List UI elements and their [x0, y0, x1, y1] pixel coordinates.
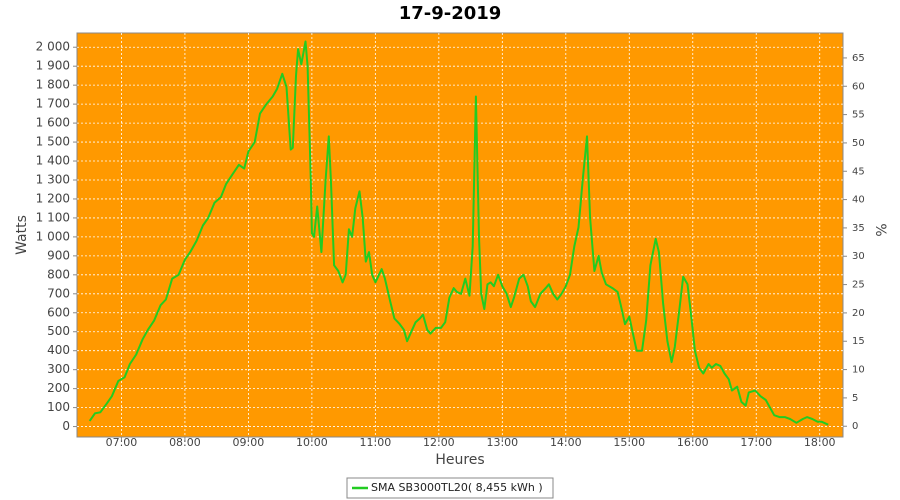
x-tick-label: 10:00: [296, 436, 328, 449]
y2-tick-label: 30: [852, 251, 865, 262]
y-tick-label: 900: [47, 248, 70, 262]
y2-axis-label: %: [872, 223, 888, 236]
plot-area: [76, 32, 844, 438]
y-tick-label: 1 000: [36, 229, 70, 243]
legend-label: SMA SB3000TL20( 8,455 kWh ): [371, 481, 543, 494]
y-tick-label: 1 900: [36, 59, 70, 73]
x-tick-label: 13:00: [486, 436, 518, 449]
y-tick-label: 2 000: [36, 40, 70, 54]
y-tick-label: 700: [47, 286, 70, 300]
y-tick-label: 300: [47, 362, 70, 376]
x-tick-label: 08:00: [169, 436, 201, 449]
x-tick-label: 12:00: [423, 436, 455, 449]
y2-tick-label: 65: [852, 53, 865, 64]
x-tick-label: 17:00: [740, 436, 772, 449]
y-tick-label: 1 300: [36, 172, 70, 186]
y-tick-label: 800: [47, 267, 70, 281]
y-tick-label: 1 800: [36, 78, 70, 92]
x-tick-label: 11:00: [360, 436, 392, 449]
y-tick-label: 1 500: [36, 135, 70, 149]
y-tick-label: 1 100: [36, 210, 70, 224]
x-tick-label: 16:00: [677, 436, 709, 449]
y2-tick-label: 15: [852, 336, 865, 347]
y-tick-label: 1 400: [36, 154, 70, 168]
y-tick-label: 1 600: [36, 116, 70, 130]
y2-tick-label: 0: [852, 421, 858, 432]
chart-title: 17-9-2019: [399, 3, 502, 24]
y-axis-label: Watts: [14, 215, 30, 255]
y-tick-label: 1 700: [36, 97, 70, 111]
y-tick-label: 400: [47, 343, 70, 357]
y-tick-label: 100: [47, 400, 70, 414]
series-line: [88, 40, 829, 426]
y-tick-label: 0: [62, 419, 70, 433]
legend-box: [346, 477, 554, 499]
y2-tick-label: 35: [852, 223, 865, 234]
x-tick-label: 14:00: [550, 436, 582, 449]
x-tick-label: 09:00: [233, 436, 265, 449]
y2-tick-label: 5: [852, 393, 858, 404]
x-tick-label: 18:00: [804, 436, 836, 449]
y-tick-label: 200: [47, 381, 70, 395]
x-tick-label: 15:00: [613, 436, 645, 449]
y-tick-label: 1 200: [36, 191, 70, 205]
y-tick-label: 600: [47, 305, 70, 319]
y2-tick-label: 60: [852, 81, 865, 92]
y2-tick-label: 40: [852, 195, 865, 206]
y2-tick-label: 20: [852, 308, 865, 319]
y2-tick-label: 25: [852, 280, 865, 291]
y2-tick-label: 10: [852, 365, 865, 376]
x-tick-label: 07:00: [106, 436, 138, 449]
y2-tick-label: 55: [852, 110, 865, 121]
x-axis-label: Heures: [435, 452, 484, 468]
y-tick-label: 500: [47, 324, 70, 338]
y2-tick-label: 50: [852, 138, 865, 149]
y2-tick-label: 45: [852, 166, 865, 177]
